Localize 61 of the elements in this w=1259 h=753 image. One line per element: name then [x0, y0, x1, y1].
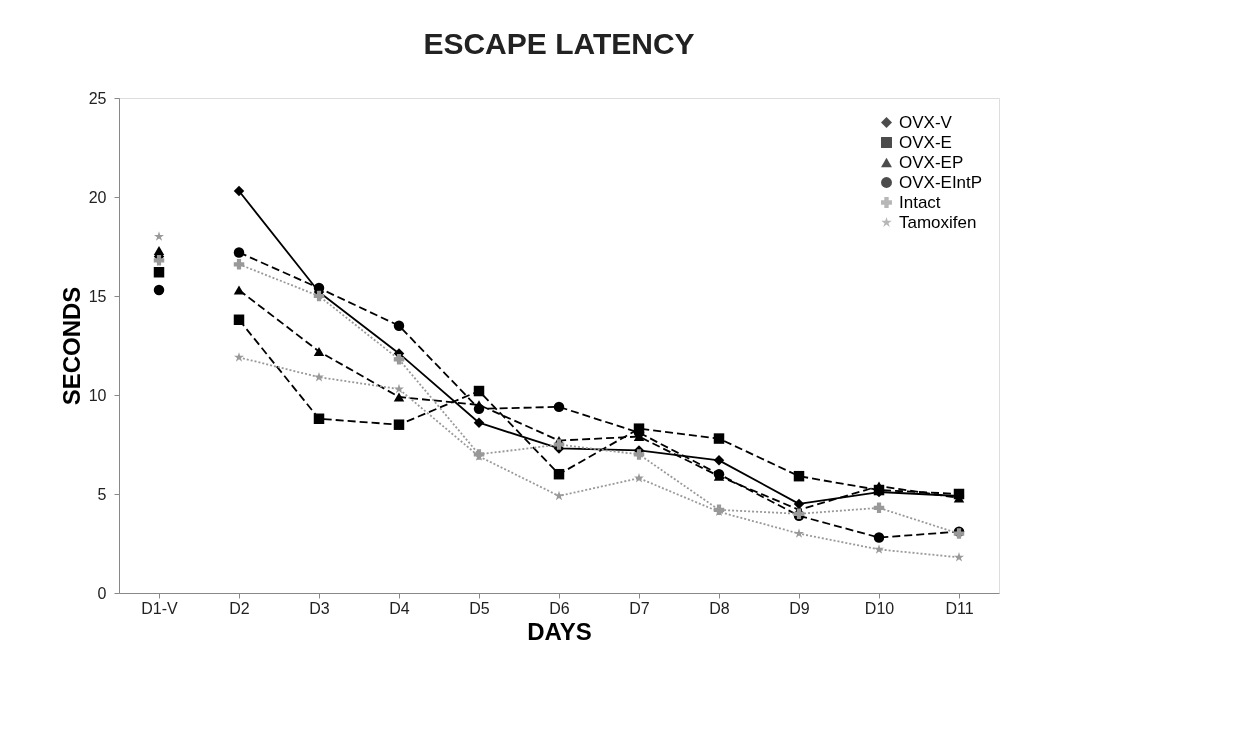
point: [954, 552, 964, 562]
point: [233, 247, 245, 258]
legend-label: OVX-EP: [899, 152, 964, 172]
legend-label: Intact: [899, 192, 941, 212]
point: [233, 285, 245, 295]
point: [473, 417, 485, 428]
x-axis-title: DAYS: [527, 617, 592, 645]
y-tick-label: 0: [97, 584, 107, 602]
point: [233, 314, 245, 325]
point: [553, 401, 565, 413]
point: [233, 185, 245, 197]
x-tick-label: D5: [469, 599, 490, 617]
y-tick-label: 20: [88, 188, 107, 206]
point: [553, 468, 565, 480]
point: [153, 245, 165, 255]
point: [393, 392, 405, 402]
legend-label: OVX-V: [899, 112, 953, 132]
point: [153, 255, 165, 266]
legend-label: Tamoxifen: [899, 212, 977, 232]
point: [313, 413, 325, 424]
x-tick-label: D2: [229, 599, 250, 617]
point: [313, 346, 325, 356]
point: [234, 352, 244, 362]
point: [393, 320, 405, 331]
x-tick-label: D8: [709, 599, 730, 617]
point: [713, 433, 725, 444]
point: [793, 470, 805, 482]
x-tick-label: D6: [549, 599, 570, 617]
chart-title: ESCAPE LATENCY: [423, 27, 695, 60]
point: [233, 259, 245, 270]
point: [633, 449, 645, 460]
point: [874, 544, 884, 554]
point: [393, 354, 405, 365]
legend-label: OVX-EIntP: [899, 172, 983, 192]
y-axis-title: SECONDS: [57, 286, 85, 406]
point: [154, 231, 164, 241]
point: [554, 490, 564, 501]
point: [873, 532, 885, 543]
point: [713, 455, 725, 466]
x-tick-label: D11: [945, 599, 974, 617]
point: [553, 439, 565, 450]
point: [473, 385, 485, 397]
x-tick-label: D3: [309, 599, 330, 617]
point: [393, 419, 405, 430]
point: [313, 290, 325, 302]
point: [794, 528, 804, 538]
point: [394, 383, 404, 394]
y-tick-label: 10: [88, 386, 107, 404]
x-tick-label: D10: [864, 599, 895, 617]
y-tick-label: 15: [88, 287, 107, 305]
x-tick-label: D9: [789, 599, 810, 617]
x-tick-label: D7: [629, 599, 650, 617]
point: [153, 284, 165, 296]
x-tick-label: D4: [389, 599, 410, 617]
point: [153, 267, 165, 278]
y-tick-label: 5: [97, 485, 107, 503]
legend-label: OVX-E: [899, 132, 952, 152]
point: [873, 502, 885, 514]
y-tick-label: 25: [88, 89, 107, 107]
point: [473, 403, 485, 415]
x-tick-label: D1-V: [141, 599, 179, 617]
